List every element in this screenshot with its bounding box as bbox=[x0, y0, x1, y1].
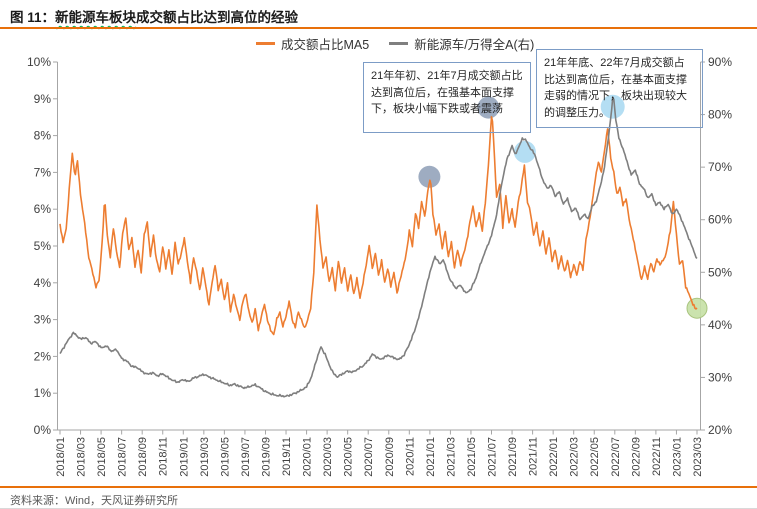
legend-swatch-ma5 bbox=[256, 42, 275, 45]
x-axis-tick: 2020/05 bbox=[343, 437, 355, 477]
right-axis-tick: 80% bbox=[708, 108, 732, 122]
x-axis-tick: 2022/01 bbox=[548, 437, 560, 477]
x-axis-tick: 2019/03 bbox=[199, 437, 211, 477]
x-axis-tick: 2018/01 bbox=[55, 437, 67, 477]
right-axis-tick: 50% bbox=[708, 265, 732, 279]
left-axis-tick: 4% bbox=[34, 276, 52, 290]
right-axis-tick: 30% bbox=[708, 370, 732, 384]
figure-title-keyword: 新能源车板块 bbox=[55, 10, 137, 25]
left-axis-tick: 10% bbox=[27, 55, 51, 69]
x-axis-tick: 2022/05 bbox=[589, 437, 601, 477]
x-axis-tick: 2022/09 bbox=[630, 437, 642, 477]
legend-label-nev-ratio: 新能源车/万得全A(右) bbox=[414, 38, 535, 52]
x-axis-tick: 2019/11 bbox=[281, 437, 293, 476]
right-axis-tick: 20% bbox=[708, 423, 732, 437]
left-axis-tick: 2% bbox=[34, 349, 52, 363]
circle-high-2021-07 bbox=[477, 96, 500, 119]
x-axis-tick: 2021/05 bbox=[466, 437, 478, 477]
x-axis-tick: 2023/03 bbox=[692, 437, 704, 477]
legend-item-nev-ratio: 新能源车/万得全A(右) bbox=[389, 34, 534, 53]
x-axis-tick: 2020/09 bbox=[384, 437, 396, 477]
x-axis-tick: 2021/03 bbox=[445, 437, 457, 477]
left-axis-tick: 3% bbox=[34, 313, 52, 327]
footer-divider bbox=[0, 486, 757, 488]
x-axis-tick: 2020/07 bbox=[363, 437, 375, 477]
x-axis-tick: 2019/07 bbox=[240, 437, 252, 477]
x-axis-tick: 2018/07 bbox=[117, 437, 129, 477]
x-axis-tick: 2021/11 bbox=[528, 437, 540, 476]
x-axis-tick: 2021/09 bbox=[507, 437, 519, 477]
legend-item-ma5: 成交额占比MA5 bbox=[256, 34, 369, 53]
x-axis-tick: 2020/01 bbox=[302, 437, 314, 477]
x-axis-tick: 2018/03 bbox=[76, 437, 88, 477]
x-axis-tick: 2022/03 bbox=[569, 437, 581, 477]
left-axis-tick: 5% bbox=[34, 239, 52, 253]
x-axis-tick: 2018/05 bbox=[96, 437, 108, 477]
left-axis-tick: 1% bbox=[34, 386, 52, 400]
left-axis-tick: 7% bbox=[34, 165, 52, 179]
right-axis-tick: 70% bbox=[708, 160, 732, 174]
left-axis-tick: 6% bbox=[34, 202, 52, 216]
legend-swatch-nev-ratio bbox=[389, 42, 409, 45]
x-axis-tick: 2022/07 bbox=[610, 437, 622, 477]
legend-label-ma5: 成交额占比MA5 bbox=[281, 38, 370, 52]
figure-label: 图 11： bbox=[10, 10, 56, 25]
title-divider bbox=[0, 27, 757, 29]
left-axis-tick: 0% bbox=[34, 423, 52, 437]
figure-title-rest: 成交额占比达到高位的经验 bbox=[136, 10, 299, 25]
x-axis-tick: 2023/01 bbox=[671, 437, 683, 477]
x-axis-tick: 2020/03 bbox=[322, 437, 334, 477]
x-axis-tick: 2019/09 bbox=[260, 437, 272, 477]
x-axis-tick: 2018/09 bbox=[137, 437, 149, 477]
annotation-box-2021: 21年年初、21年7月成交额占比达到高位后，在强基本面支撑下，板块小幅下跌或者震… bbox=[363, 62, 531, 133]
circle-high-2021-01 bbox=[418, 165, 441, 188]
chart-legend: 成交额占比MA5 新能源车/万得全A(右) bbox=[256, 34, 534, 53]
x-axis-tick: 2022/11 bbox=[651, 437, 663, 476]
series-line-nev-ratio bbox=[59, 97, 698, 398]
x-axis-tick: 2021/01 bbox=[425, 437, 437, 477]
figure-title: 图 11：新能源车板块成交额占比达到高位的经验 bbox=[10, 6, 298, 26]
x-axis-tick: 2021/07 bbox=[487, 437, 499, 477]
source-note: 资料来源：Wind，天风证券研究所 bbox=[10, 495, 179, 507]
series-line-ma5 bbox=[59, 116, 698, 336]
x-axis-tick: 2020/11 bbox=[404, 437, 416, 476]
right-axis-tick: 90% bbox=[708, 55, 732, 69]
left-axis-tick: 9% bbox=[34, 92, 52, 106]
left-axis-tick: 8% bbox=[34, 129, 52, 143]
x-axis-tick: 2018/11 bbox=[158, 437, 170, 476]
right-axis-tick: 60% bbox=[708, 213, 732, 227]
axis-labels: 0% 1% 2% 3% 4% 5% 6% 7% 8% 9% 10% 20% 30% 40% 50% 60% 70… bbox=[27, 55, 732, 477]
right-axis-tick: 40% bbox=[708, 318, 732, 332]
x-axis-tick: 2019/05 bbox=[219, 437, 231, 477]
annotation-box-2022: 21年年底、22年7月成交额占比达到高位后，在基本面支撑走弱的情况下，板块出现较… bbox=[536, 49, 703, 128]
x-axis-tick: 2019/01 bbox=[178, 437, 190, 477]
